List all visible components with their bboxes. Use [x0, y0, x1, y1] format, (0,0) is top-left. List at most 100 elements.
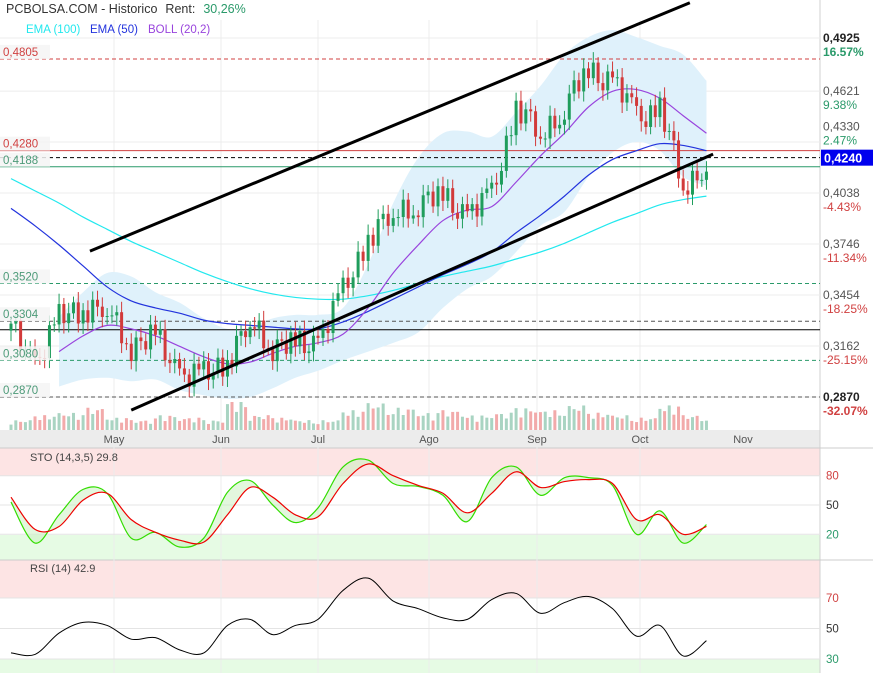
candle-body: [529, 109, 533, 112]
volume-bar: [538, 412, 542, 430]
candle-body: [653, 105, 657, 118]
volume-bar: [681, 415, 685, 430]
candle-body: [391, 218, 395, 226]
candle-body: [686, 190, 690, 195]
candle-body: [311, 335, 315, 352]
volume-bar: [401, 415, 405, 430]
volume-bar: [690, 417, 694, 430]
candle-body: [658, 97, 662, 118]
volume-bar: [391, 414, 395, 430]
volume-bar: [686, 418, 690, 430]
volume-bar: [356, 416, 360, 430]
current-price-badge: [821, 149, 873, 166]
candle-body: [495, 182, 499, 185]
volume-bar: [529, 411, 533, 430]
volume-bar: [625, 415, 629, 430]
volume-bar: [266, 415, 270, 430]
volume-bar: [326, 422, 330, 430]
volume-bar: [153, 418, 157, 430]
volume-bar: [480, 415, 484, 430]
candle-body: [326, 329, 330, 334]
volume-bar: [244, 407, 248, 430]
candle-body: [681, 178, 685, 191]
candle-body: [221, 357, 225, 377]
level-label: 0,3080: [3, 348, 38, 360]
candle-body: [47, 325, 51, 359]
volume-bar: [667, 405, 671, 430]
month-label: Nov: [733, 434, 753, 446]
sto-axis-label: 50: [826, 500, 839, 512]
rsi-oversold-zone: [0, 659, 820, 673]
volume-bar: [649, 419, 653, 430]
candle-body: [700, 179, 704, 181]
candle-body: [411, 215, 415, 219]
level-label-bg: [0, 269, 50, 284]
volume-bar: [271, 418, 275, 430]
candle-body: [514, 100, 518, 136]
volume-bar: [524, 408, 528, 430]
price-axis-pct: 9.38%: [823, 98, 857, 112]
candle-body: [615, 77, 619, 79]
candle-body: [76, 302, 80, 324]
candle-body: [257, 320, 261, 329]
volume-bar: [168, 415, 172, 430]
price-axis-pct: -25.15%: [823, 353, 868, 367]
candle-body: [57, 303, 61, 325]
volume-bar: [336, 420, 340, 430]
volume-bar: [178, 420, 182, 430]
candle-body: [158, 329, 162, 335]
candle-body: [577, 80, 581, 92]
volume-bar: [81, 415, 85, 430]
month-label: Sep: [527, 434, 547, 446]
price-axis-pct: -11.34%: [823, 251, 867, 265]
rsi-overbought-zone: [0, 560, 820, 598]
candle-body: [71, 302, 75, 314]
volume-bar: [572, 409, 576, 430]
volume-bar: [124, 418, 128, 430]
candle-body: [663, 97, 667, 132]
candle-body: [289, 332, 293, 354]
volume-bar: [96, 410, 100, 430]
volume-bar: [202, 420, 206, 430]
bollinger-band: [59, 30, 707, 399]
volume-bar: [280, 417, 284, 430]
candle-body: [316, 335, 320, 338]
level-label: 0,3304: [3, 309, 39, 321]
volume-bar: [289, 419, 293, 430]
volume-bar: [115, 417, 119, 430]
candle-body: [134, 337, 138, 362]
candle-body: [302, 331, 306, 354]
volume-bar: [635, 422, 639, 430]
candle-body: [406, 199, 410, 219]
month-label: Ago: [419, 434, 439, 446]
candle-body: [562, 119, 566, 125]
candle-body: [230, 360, 234, 367]
candle-body: [376, 219, 380, 246]
candle-body: [105, 316, 109, 318]
rent-value: 30,26%: [203, 2, 245, 16]
candle-body: [211, 372, 215, 380]
candle-body: [253, 327, 257, 329]
candle-body: [677, 140, 681, 179]
candle-body: [81, 310, 85, 324]
candle-body: [553, 115, 557, 129]
candle-body: [470, 204, 474, 212]
volume-bar: [9, 424, 13, 430]
candle-body: [86, 310, 90, 323]
volume-bar: [253, 415, 257, 430]
volume-bar: [611, 415, 615, 430]
candle-body: [124, 343, 128, 345]
legend-boll: BOLL (20,2): [148, 24, 210, 36]
volume-bar: [71, 412, 75, 430]
volume-bar: [225, 404, 229, 430]
candle-body: [235, 335, 239, 367]
rsi-title: RSI (14) 42.9: [30, 563, 95, 575]
volume-bar: [582, 405, 586, 430]
month-label: Jul: [311, 434, 325, 446]
volume-bar: [441, 410, 445, 430]
candle-body: [173, 359, 177, 364]
candle-body: [9, 323, 13, 331]
candle-body: [620, 77, 624, 103]
candle-body: [284, 340, 288, 354]
